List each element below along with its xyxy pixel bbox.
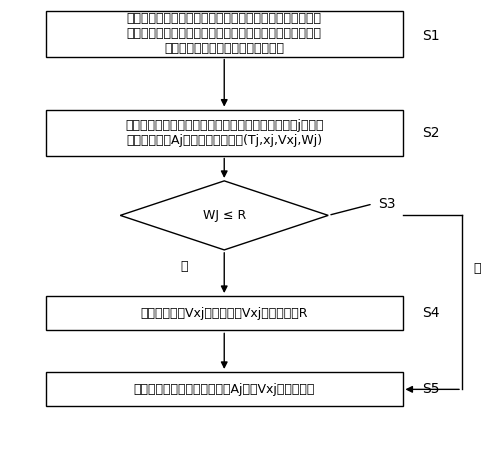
Text: 获取所述第一显示区域所显示的芯片设计代码中的第j个待显
示注解代码行Aj对应的四元组信息(Tj,xj,Vxj,Wj): 获取所述第一显示区域所显示的芯片设计代码中的第j个待显 示注解代码行Aj对应的四… xyxy=(125,119,324,147)
Text: 是: 是 xyxy=(473,262,481,275)
Text: S5: S5 xyxy=(422,382,440,396)
Polygon shape xyxy=(120,181,328,250)
Text: S2: S2 xyxy=(422,125,440,139)
Text: 更新至少一个Vxj，使得所有Vxj的总和等于R: 更新至少一个Vxj，使得所有Vxj的总和等于R xyxy=(140,307,308,319)
Text: S1: S1 xyxy=(422,29,440,43)
Text: S4: S4 xyxy=(422,307,440,320)
Text: 在所述第二显示区域显示每一Aj对应Vxj行注解信息: 在所述第二显示区域显示每一Aj对应Vxj行注解信息 xyxy=(133,382,315,395)
FancyBboxPatch shape xyxy=(46,372,402,407)
Text: WJ ≤ R: WJ ≤ R xyxy=(203,209,246,222)
FancyBboxPatch shape xyxy=(46,110,402,156)
Text: 将可视界面纵向划分为第一显示区域和第二显示区域，所述
第一显示区域用于显示芯片设计代码，所述第二显示区域用
于显示芯片设计代码对应的注解信息: 将可视界面纵向划分为第一显示区域和第二显示区域，所述 第一显示区域用于显示芯片设… xyxy=(126,12,322,55)
Text: S3: S3 xyxy=(378,197,395,211)
Text: 否: 否 xyxy=(181,260,188,273)
FancyBboxPatch shape xyxy=(46,296,402,331)
FancyBboxPatch shape xyxy=(46,11,402,56)
